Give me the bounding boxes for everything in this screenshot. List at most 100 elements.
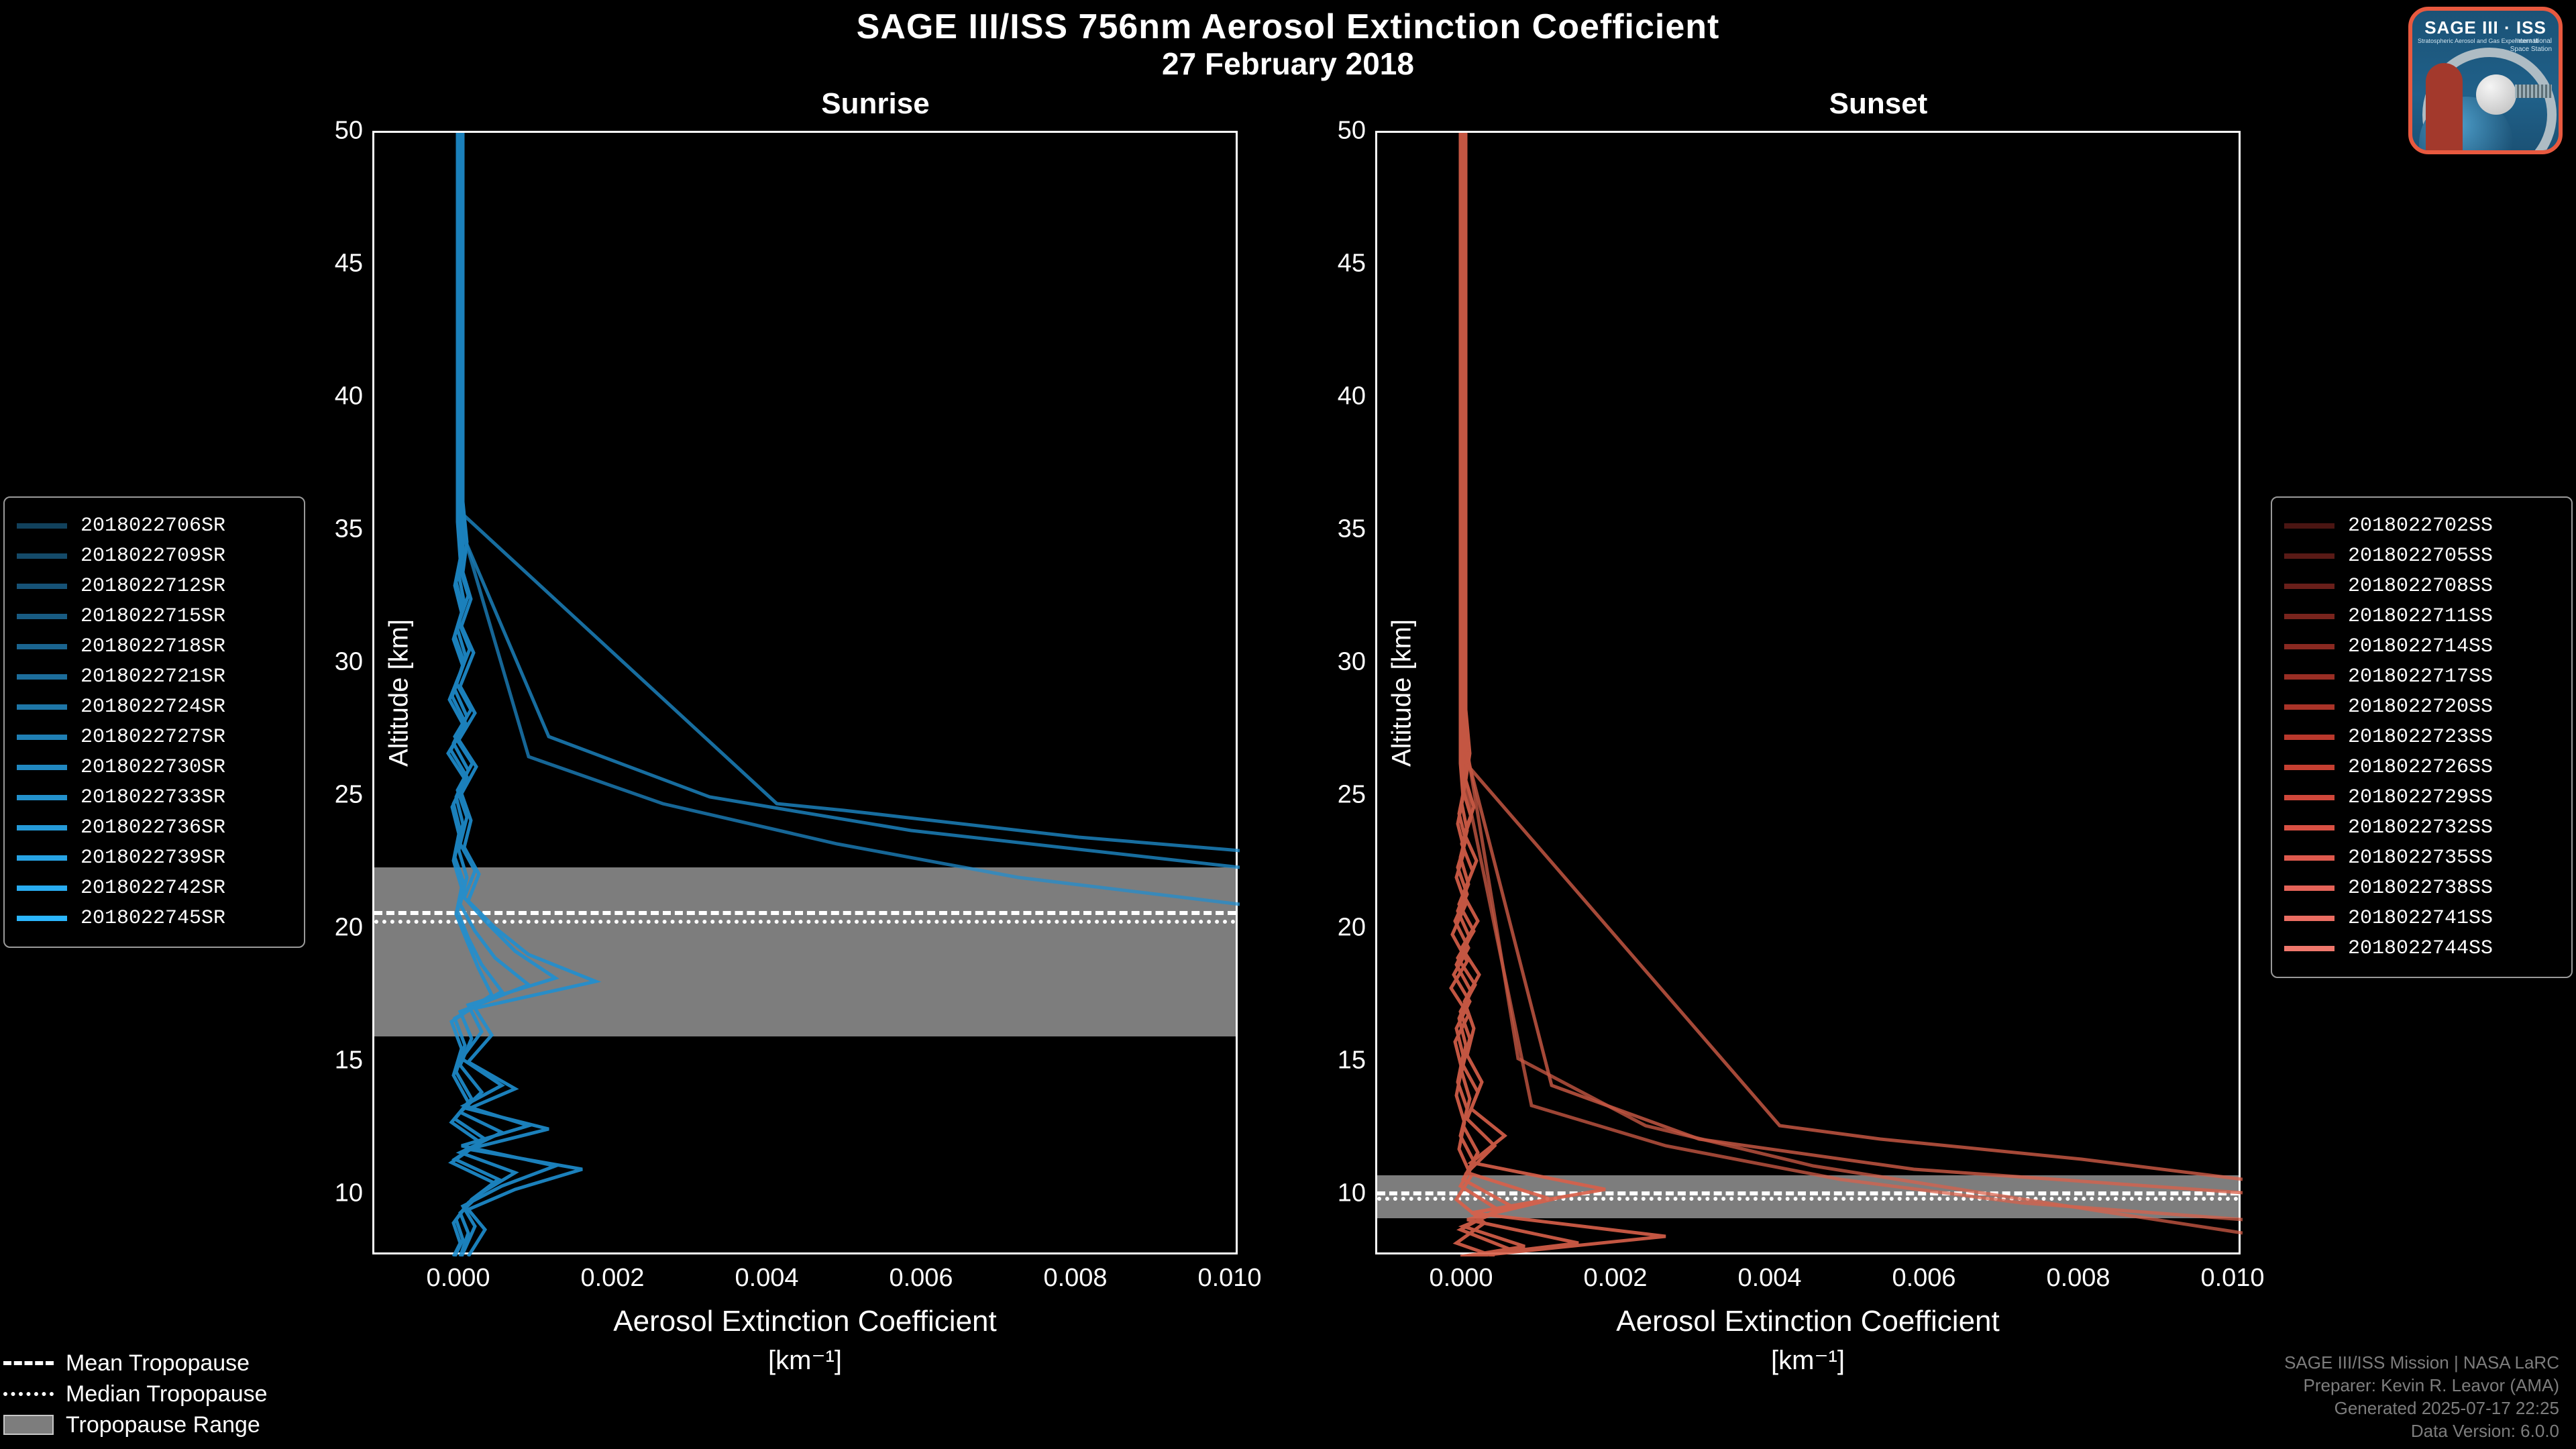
patch-moon-icon xyxy=(2476,74,2516,115)
y-tick-50[interactable]: 50 xyxy=(335,117,363,146)
x-tick-r-0004[interactable]: 0.004 xyxy=(1737,1264,1801,1293)
sunrise-plot-area[interactable] xyxy=(372,131,1238,1254)
sunset-y-axis-label: Altitude [km] xyxy=(1387,619,1417,766)
x-tick-0010[interactable]: 0.010 xyxy=(1197,1264,1261,1293)
x-tick-r-0010[interactable]: 0.010 xyxy=(2200,1264,2264,1293)
legend-row-sunrise-1[interactable]: 2018022709SR xyxy=(17,545,292,568)
legend-row-sunrise-10[interactable]: 2018022736SR xyxy=(17,816,292,839)
y-tick-r-25[interactable]: 25 xyxy=(1338,781,1366,810)
y-tick-10[interactable]: 10 xyxy=(335,1179,363,1208)
y-tick-r-50[interactable]: 50 xyxy=(1338,117,1366,146)
y-tick-35[interactable]: 35 xyxy=(335,515,363,544)
bottom-legend-median[interactable]: Median Tropopause xyxy=(3,1381,268,1407)
y-tick-20[interactable]: 20 xyxy=(335,914,363,943)
sunset-plot-area[interactable] xyxy=(1375,131,2241,1254)
legend-swatch-sunset-6 xyxy=(2284,704,2334,710)
legend-text-sunrise-9: 2018022733SR xyxy=(80,786,225,809)
legend-text-sunrise-5: 2018022721SR xyxy=(80,665,225,688)
legend-text-sunrise-1: 2018022709SR xyxy=(80,545,225,568)
legend-row-sunset-8[interactable]: 2018022726SS xyxy=(2284,756,2559,779)
sunset-legend-rows: 2018022702SS 2018022705SS 2018022708SS 2… xyxy=(2284,515,2559,960)
legend-swatch-sunset-12 xyxy=(2284,885,2334,891)
legend-row-sunset-4[interactable]: 2018022714SS xyxy=(2284,635,2559,658)
y-tick-r-30[interactable]: 30 xyxy=(1338,648,1366,677)
legend-row-sunset-13[interactable]: 2018022741SS xyxy=(2284,907,2559,930)
legend-row-sunrise-8[interactable]: 2018022730SR xyxy=(17,756,292,779)
legend-swatch-sunrise-1 xyxy=(17,553,67,559)
legend-swatch-sunrise-9 xyxy=(17,795,67,800)
legend-text-sunrise-11: 2018022739SR xyxy=(80,847,225,869)
legend-row-sunset-10[interactable]: 2018022732SS xyxy=(2284,816,2559,839)
y-tick-15[interactable]: 15 xyxy=(335,1046,363,1075)
y-tick-45[interactable]: 45 xyxy=(335,250,363,278)
sunset-legend[interactable]: 2018022702SS 2018022705SS 2018022708SS 2… xyxy=(2271,496,2573,978)
legend-row-sunset-12[interactable]: 2018022738SS xyxy=(2284,877,2559,900)
bottom-legend-median-text: Median Tropopause xyxy=(66,1381,268,1407)
legend-swatch-sunrise-0 xyxy=(17,523,67,529)
legend-row-sunset-14[interactable]: 2018022744SS xyxy=(2284,937,2559,960)
y-tick-r-35[interactable]: 35 xyxy=(1338,515,1366,544)
footer-line3: Generated 2025-07-17 22:25 xyxy=(2284,1397,2559,1419)
legend-row-sunrise-2[interactable]: 2018022712SR xyxy=(17,575,292,598)
y-tick-30[interactable]: 30 xyxy=(335,648,363,677)
x-tick-r-0000[interactable]: 0.000 xyxy=(1429,1264,1493,1293)
legend-row-sunrise-4[interactable]: 2018022718SR xyxy=(17,635,292,658)
legend-row-sunrise-3[interactable]: 2018022715SR xyxy=(17,605,292,628)
patch-title: SAGE III · ISS xyxy=(2412,17,2559,38)
sunrise-chart: Altitude [km] Aerosol Extinction Coeffic… xyxy=(372,131,1238,1254)
y-tick-r-40[interactable]: 40 xyxy=(1338,382,1366,411)
x-tick-r-0008[interactable]: 0.008 xyxy=(2046,1264,2110,1293)
x-tick-0002[interactable]: 0.002 xyxy=(580,1264,644,1293)
y-tick-r-20[interactable]: 20 xyxy=(1338,914,1366,943)
legend-swatch-sunrise-12 xyxy=(17,885,67,891)
legend-row-sunrise-11[interactable]: 2018022739SR xyxy=(17,847,292,869)
y-tick-r-45[interactable]: 45 xyxy=(1338,250,1366,278)
legend-row-sunset-7[interactable]: 2018022723SS xyxy=(2284,726,2559,749)
legend-swatch-sunrise-13 xyxy=(17,916,67,921)
legend-row-sunset-0[interactable]: 2018022702SS xyxy=(2284,515,2559,537)
legend-row-sunset-6[interactable]: 2018022720SS xyxy=(2284,696,2559,718)
footer-info: SAGE III/ISS Mission | NASA LaRC Prepare… xyxy=(2284,1351,2559,1442)
legend-text-sunset-7: 2018022723SS xyxy=(2348,726,2493,749)
legend-row-sunset-3[interactable]: 2018022711SS xyxy=(2284,605,2559,628)
x-tick-r-0006[interactable]: 0.006 xyxy=(1892,1264,1955,1293)
legend-row-sunset-9[interactable]: 2018022729SS xyxy=(2284,786,2559,809)
legend-row-sunrise-7[interactable]: 2018022727SR xyxy=(17,726,292,749)
x-tick-0004[interactable]: 0.004 xyxy=(735,1264,798,1293)
legend-swatch-sunset-8 xyxy=(2284,765,2334,770)
legend-row-sunset-5[interactable]: 2018022717SS xyxy=(2284,665,2559,688)
legend-swatch-sunset-4 xyxy=(2284,644,2334,649)
legend-row-sunset-2[interactable]: 2018022708SS xyxy=(2284,575,2559,598)
legend-swatch-sunrise-4 xyxy=(17,644,67,649)
bottom-legend-mean[interactable]: Mean Tropopause xyxy=(3,1350,268,1377)
legend-row-sunrise-6[interactable]: 2018022724SR xyxy=(17,696,292,718)
legend-text-sunset-11: 2018022735SS xyxy=(2348,847,2493,869)
x-tick-r-0002[interactable]: 0.002 xyxy=(1583,1264,1647,1293)
legend-row-sunset-1[interactable]: 2018022705SS xyxy=(2284,545,2559,568)
legend-row-sunrise-13[interactable]: 2018022745SR xyxy=(17,907,292,930)
sunrise-y-axis-label: Altitude [km] xyxy=(384,619,415,766)
x-tick-0008[interactable]: 0.008 xyxy=(1043,1264,1107,1293)
legend-row-sunset-11[interactable]: 2018022735SS xyxy=(2284,847,2559,869)
page-title: SAGE III/ISS 756nm Aerosol Extinction Co… xyxy=(0,7,2576,47)
legend-text-sunrise-2: 2018022712SR xyxy=(80,575,225,598)
legend-text-sunset-14: 2018022744SS xyxy=(2348,937,2493,960)
x-tick-0000[interactable]: 0.000 xyxy=(426,1264,490,1293)
x-tick-0006[interactable]: 0.006 xyxy=(889,1264,953,1293)
y-tick-r-15[interactable]: 15 xyxy=(1338,1046,1366,1075)
legend-text-sunrise-7: 2018022727SR xyxy=(80,726,225,749)
legend-text-sunrise-13: 2018022745SR xyxy=(80,907,225,930)
legend-row-sunrise-0[interactable]: 2018022706SR xyxy=(17,515,292,537)
legend-row-sunrise-12[interactable]: 2018022742SR xyxy=(17,877,292,900)
legend-row-sunrise-5[interactable]: 2018022721SR xyxy=(17,665,292,688)
bottom-legend-range[interactable]: Tropopause Range xyxy=(3,1411,268,1438)
legend-text-sunrise-3: 2018022715SR xyxy=(80,605,225,628)
legend-row-sunrise-9[interactable]: 2018022733SR xyxy=(17,786,292,809)
legend-text-sunrise-8: 2018022730SR xyxy=(80,756,225,779)
y-tick-25[interactable]: 25 xyxy=(335,781,363,810)
legend-swatch-sunrise-2 xyxy=(17,584,67,589)
sunrise-legend[interactable]: 2018022706SR 2018022709SR 2018022712SR 2… xyxy=(3,496,305,948)
y-tick-r-10[interactable]: 10 xyxy=(1338,1179,1366,1208)
legend-text-sunset-10: 2018022732SS xyxy=(2348,816,2493,839)
y-tick-40[interactable]: 40 xyxy=(335,382,363,411)
